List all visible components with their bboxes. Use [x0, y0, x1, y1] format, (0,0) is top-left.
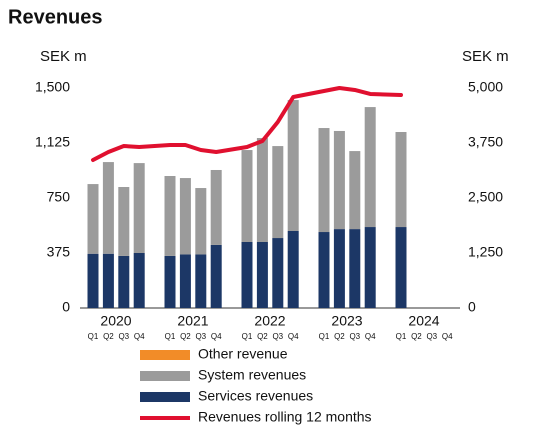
quarter-label: Q3 [195, 332, 206, 341]
bar-segment [272, 238, 284, 308]
legend-label: Services revenues [198, 388, 313, 404]
bar-segment [195, 188, 207, 255]
quarter-label: Q2 [103, 332, 114, 341]
quarter-label: Q1 [242, 332, 253, 341]
year-label: 2024 [408, 313, 439, 329]
quarter-label: Q2 [334, 332, 345, 341]
y-tick-label: 1,125 [35, 134, 70, 150]
bar-segment [333, 229, 345, 308]
y2-tick-label: 5,000 [468, 79, 503, 95]
y2-tick-label: 0 [468, 299, 476, 315]
bar-segment [333, 130, 345, 230]
bar-segment [118, 255, 130, 308]
quarter-label: Q1 [165, 332, 176, 341]
bar-segment [287, 231, 299, 308]
bar-segment [133, 163, 145, 253]
bar-segment [349, 229, 361, 308]
bar-segment [395, 227, 407, 308]
quarter-label: Q4 [442, 332, 453, 341]
quarter-label: Q2 [180, 332, 191, 341]
bar-segment [87, 184, 99, 254]
quarter-label: Q3 [426, 332, 437, 341]
bar-segment [287, 100, 299, 231]
y-tick-label: 375 [47, 244, 71, 260]
bar-segment [164, 176, 176, 256]
y2-tick-label: 3,750 [468, 134, 503, 150]
bar-segment [179, 254, 191, 308]
y-axis-title: SEK m [40, 48, 87, 65]
quarter-label: Q3 [349, 332, 360, 341]
quarter-label: Q3 [118, 332, 129, 341]
year-label: 2021 [177, 313, 208, 329]
bar-segment [395, 132, 407, 228]
legend-swatch [140, 392, 190, 402]
bar-segment [164, 255, 176, 308]
quarter-label: Q2 [257, 332, 268, 341]
legend-swatch [140, 371, 190, 381]
y2-tick-label: 2,500 [468, 189, 503, 205]
quarter-label: Q1 [319, 332, 330, 341]
bar-segment [179, 178, 191, 255]
line-series [91, 86, 403, 162]
bar-segment [210, 169, 222, 245]
bar-segment [87, 253, 99, 308]
y-tick-label: 1,500 [35, 79, 70, 95]
bar-segment [272, 146, 284, 239]
bar-segment [364, 227, 376, 308]
bar-segment [118, 187, 130, 256]
legend-label: Other revenue [198, 346, 288, 362]
legend-label: System revenues [198, 367, 306, 383]
quarter-label: Q2 [411, 332, 422, 341]
quarter-label: Q1 [396, 332, 407, 341]
bar-segment [318, 232, 330, 308]
quarter-label: Q4 [365, 332, 376, 341]
bar-segment [349, 151, 361, 230]
bar-segment [195, 254, 207, 308]
y2-axis-title: SEK m [462, 48, 509, 65]
quarter-label: Q4 [134, 332, 145, 341]
quarter-label: Q3 [272, 332, 283, 341]
quarter-label: Q4 [288, 332, 299, 341]
year-label: 2023 [331, 313, 362, 329]
bar-segment [241, 242, 253, 308]
bar-segment [210, 244, 222, 308]
bar-segment [364, 107, 376, 228]
quarter-label: Q4 [211, 332, 222, 341]
bar-segment [318, 128, 330, 233]
bar-segment [102, 162, 114, 254]
legend-swatch [140, 350, 190, 360]
y-tick-label: 0 [62, 299, 70, 315]
chart-title: Revenues [8, 6, 103, 28]
y-tick-label: 750 [47, 189, 71, 205]
year-label: 2022 [254, 313, 285, 329]
legend-label: Revenues rolling 12 months [198, 409, 372, 425]
bar-segment [102, 253, 114, 308]
quarter-label: Q1 [88, 332, 99, 341]
year-label: 2020 [100, 313, 131, 329]
bar-segment [133, 253, 145, 308]
bar-segment [256, 242, 268, 308]
bar-segment [256, 138, 268, 242]
bar-segment [241, 150, 253, 242]
y2-tick-label: 1,250 [468, 244, 503, 260]
